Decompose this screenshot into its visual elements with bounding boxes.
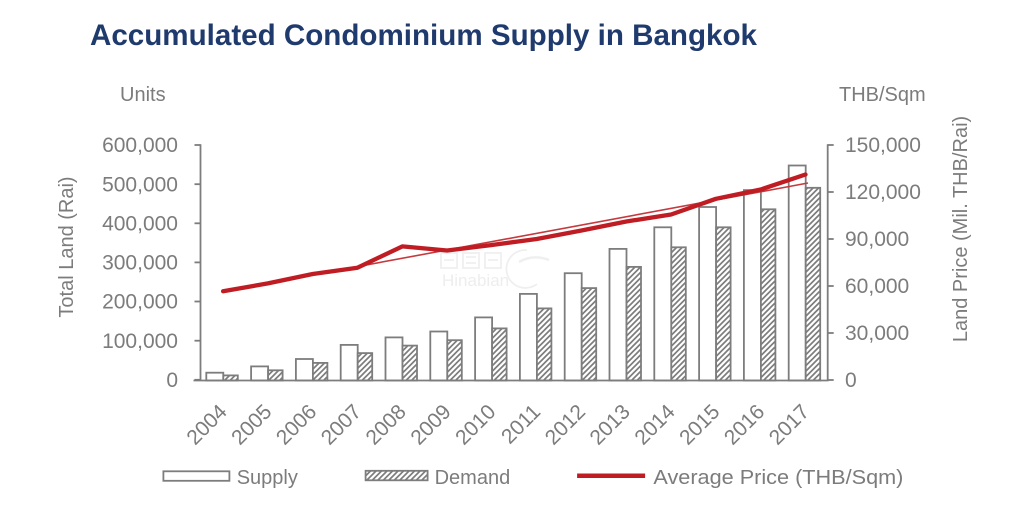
svg-text:Units: Units xyxy=(120,84,166,106)
svg-text:120,000: 120,000 xyxy=(845,181,921,204)
svg-text:Supply: Supply xyxy=(237,467,298,489)
svg-text:600,000: 600,000 xyxy=(102,134,178,157)
svg-text:500,000: 500,000 xyxy=(102,173,178,196)
svg-text:Demand: Demand xyxy=(435,467,511,489)
svg-text:30,000: 30,000 xyxy=(845,322,909,345)
svg-text:400,000: 400,000 xyxy=(102,213,178,236)
svg-text:60,000: 60,000 xyxy=(845,275,909,298)
svg-text:Land Price (Mil. THB/Rai): Land Price (Mil. THB/Rai) xyxy=(950,116,972,342)
svg-text:100,000: 100,000 xyxy=(102,330,178,353)
svg-text:150,000: 150,000 xyxy=(845,134,921,157)
svg-text:Total Land (Rai): Total Land (Rai) xyxy=(56,176,78,317)
svg-text:Accumulated Condominium Supply: Accumulated Condominium Supply in Bangko… xyxy=(90,19,757,52)
svg-text:90,000: 90,000 xyxy=(845,228,909,251)
svg-text:Hinabian: Hinabian xyxy=(442,271,509,290)
svg-text:Average Price (THB/Sqm): Average Price (THB/Sqm) xyxy=(653,467,903,489)
svg-text:THB/Sqm: THB/Sqm xyxy=(839,84,926,106)
svg-text:0: 0 xyxy=(166,369,178,392)
svg-text:200,000: 200,000 xyxy=(102,291,178,314)
svg-text:0: 0 xyxy=(845,369,857,392)
svg-text:300,000: 300,000 xyxy=(102,252,178,275)
